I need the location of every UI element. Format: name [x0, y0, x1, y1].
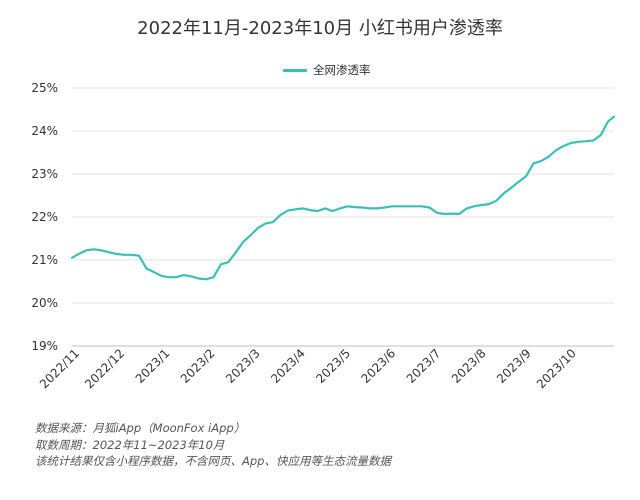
y-tick-label: 20%	[31, 296, 58, 310]
scope-note: 该统计结果仅含小程序数据，不含网页、App、快应用等生态流量数据	[35, 454, 391, 468]
x-tick-label: 2023/3	[223, 346, 263, 386]
x-tick-label: 2023/2	[178, 346, 218, 386]
x-tick-label: 2023/4	[268, 346, 308, 386]
footnotes: 数据来源：月狐iApp（MoonFox iApp） 取数周期：2022年11~2…	[35, 420, 391, 470]
x-axis-ticks: 2022/11 2022/12 2023/1 2023/2 2023/3 2023/4 20…	[37, 346, 579, 391]
y-tick-label: 23%	[31, 167, 58, 181]
legend-label: 全网渗透率	[313, 63, 371, 77]
x-tick-label: 2023/10	[534, 346, 579, 391]
y-tick-label: 19%	[31, 339, 58, 353]
x-tick-label: 2022/12	[82, 346, 127, 391]
y-tick-label: 21%	[31, 253, 58, 267]
x-tick-label: 2023/9	[494, 346, 534, 386]
period-note: 取数周期：2022年11~2023年10月	[35, 437, 225, 452]
x-tick-label: 2023/7	[404, 346, 444, 386]
x-tick-label: 2023/8	[449, 346, 489, 386]
legend: 全网渗透率	[283, 62, 371, 78]
legend-line-swatch	[283, 68, 307, 72]
series-line-penetration	[70, 115, 616, 281]
line-chart: 19% 20% 21% 22% 23% 24% 25% 2022/11 2022/12 2023…	[31, 81, 616, 391]
y-tick-label: 25%	[31, 81, 58, 95]
x-tick-label: 2023/6	[359, 346, 399, 386]
gridlines	[72, 87, 614, 347]
x-tick-label: 2023/1	[133, 346, 173, 386]
y-axis-ticks: 19% 20% 21% 22% 23% 24% 25%	[31, 81, 58, 353]
y-tick-label: 22%	[31, 210, 58, 224]
source-note: 数据来源：月狐iApp（MoonFox iApp）	[35, 421, 246, 435]
y-tick-label: 24%	[31, 124, 58, 138]
chart-title: 2022年11月-2023年10月 小红书用户渗透率	[137, 18, 503, 39]
x-tick-label: 2023/5	[313, 346, 353, 386]
